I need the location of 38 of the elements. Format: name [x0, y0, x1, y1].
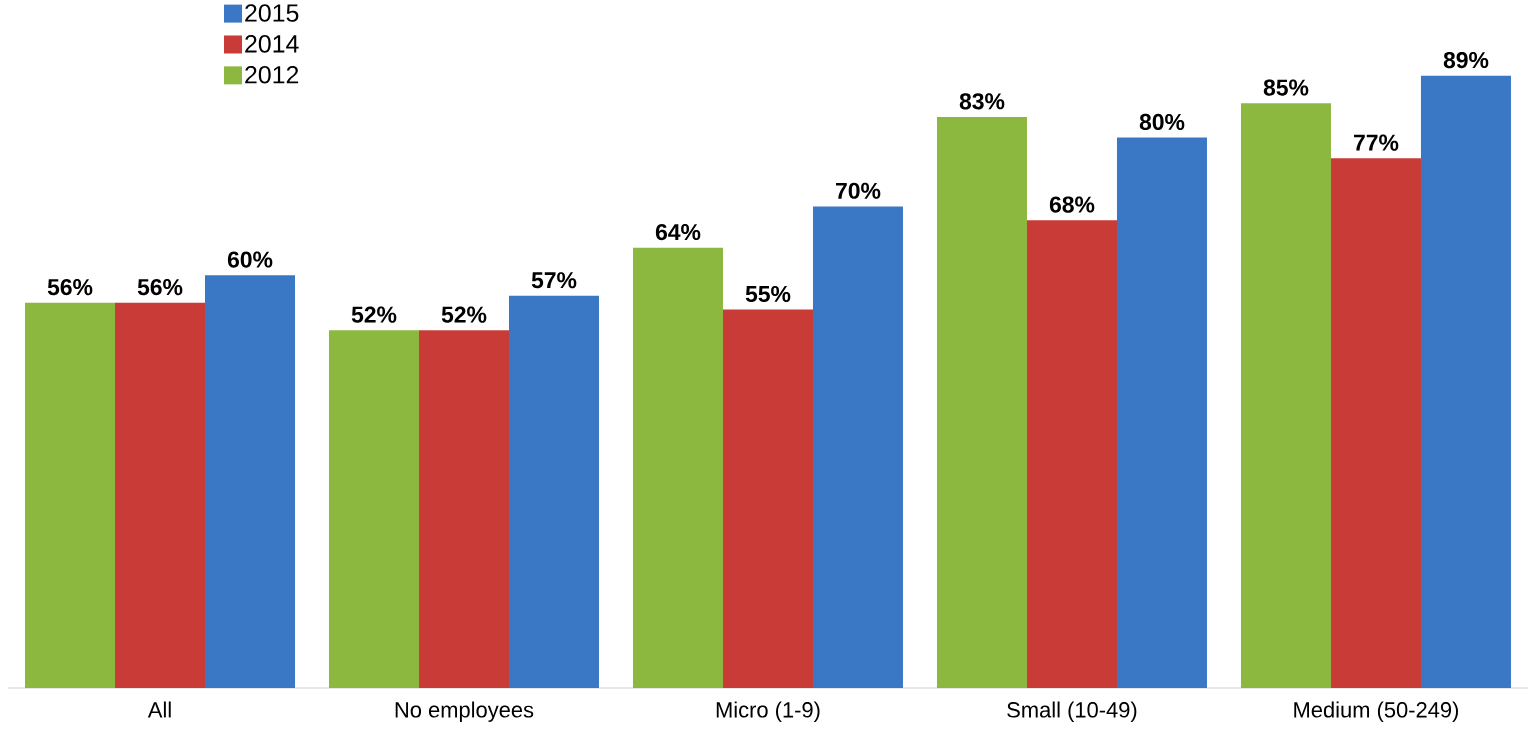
bar [936, 116, 1027, 688]
data-label: 64% [655, 223, 701, 241]
bar [205, 275, 295, 688]
bar [1026, 220, 1117, 688]
bar [1116, 137, 1207, 688]
data-label: 57% [531, 272, 577, 289]
bar [812, 206, 903, 688]
legend-label: 2015 [245, 4, 299, 22]
x-tick-label: Micro (1-9) [716, 701, 820, 722]
data-label: 56% [47, 278, 93, 296]
data-label: 80% [1139, 113, 1185, 131]
data-label: 83% [959, 93, 1005, 110]
data-label: 89% [1443, 51, 1489, 69]
x-tick-label: No employees [395, 701, 534, 722]
data-label: 52% [441, 306, 487, 323]
bar [25, 302, 115, 688]
bar [722, 309, 813, 688]
data-label: 52% [351, 306, 397, 323]
x-tick-label: All [147, 701, 171, 718]
bar [1420, 75, 1511, 688]
bar [418, 330, 509, 688]
data-label: 60% [227, 251, 273, 268]
legend-label: 2014 [245, 35, 299, 53]
legend-label: 2012 [245, 65, 299, 84]
data-label: 68% [1049, 196, 1095, 213]
bar [115, 302, 205, 688]
x-tick-label: Small (10-49) [1007, 701, 1137, 722]
data-label: 85% [1263, 79, 1309, 96]
data-label: 77% [1354, 134, 1399, 151]
bar [1330, 158, 1421, 688]
data-label: 55% [745, 285, 791, 303]
bar [632, 247, 723, 688]
bar [328, 330, 419, 688]
bar [1240, 103, 1331, 688]
data-label: 56% [137, 278, 183, 296]
x-tick-label: Medium (50-249) [1294, 701, 1459, 722]
bar [508, 295, 599, 688]
data-label: 70% [836, 182, 881, 199]
